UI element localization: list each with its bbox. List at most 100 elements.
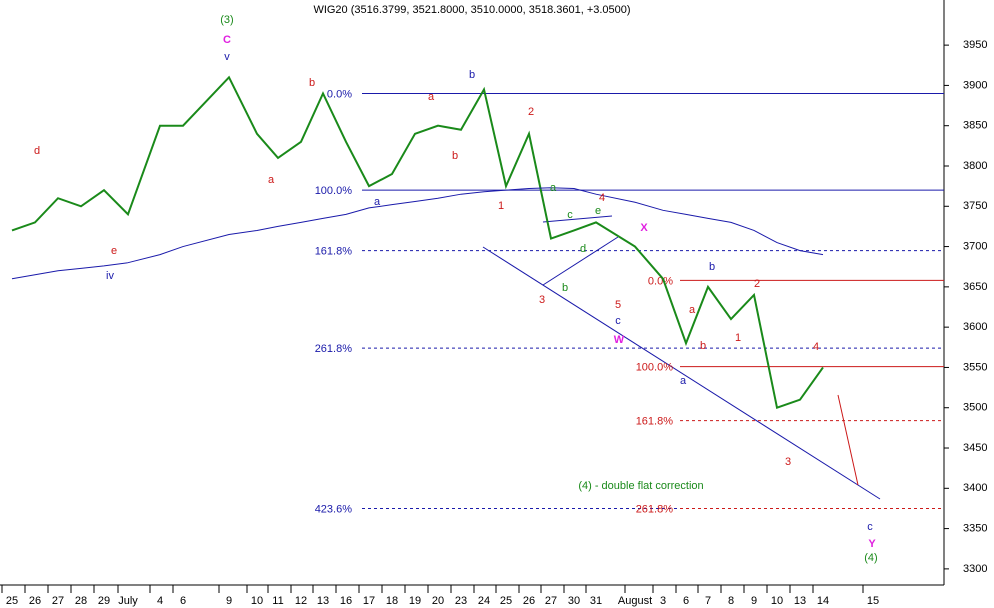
x-tick-label: 18 — [386, 595, 398, 607]
wave-label: a — [428, 91, 435, 103]
x-tick-label: 9 — [226, 595, 232, 607]
level-label: 423.6% — [315, 503, 353, 515]
y-tick-label: 3950 — [963, 39, 987, 51]
wave-label: 3 — [785, 456, 791, 468]
x-tick-label: 13 — [317, 595, 329, 607]
level-label: 261.8% — [315, 343, 353, 355]
chart-title: WIG20 (3516.3799, 3521.8000, 3510.0000, … — [313, 4, 630, 16]
x-tick-label: 9 — [751, 595, 757, 607]
x-tick-label: 19 — [409, 595, 421, 607]
wave-label: a — [689, 304, 696, 316]
y-tick-label: 3600 — [963, 321, 987, 333]
trend-line — [482, 246, 881, 500]
x-tick-label: 27 — [52, 595, 64, 607]
x-tick-label: 27 — [545, 595, 557, 607]
level-label: 100.0% — [636, 362, 674, 374]
x-tick-label: August — [618, 595, 652, 607]
wave-label: e — [111, 245, 117, 257]
wave-label: a — [268, 174, 275, 186]
x-tick-label: 10 — [251, 595, 263, 607]
x-tick-label: 25 — [500, 595, 512, 607]
y-tick-label: 3850 — [963, 120, 987, 132]
x-tick-label: 30 — [568, 595, 580, 607]
x-tick-label: 17 — [363, 595, 375, 607]
x-tick-label: 6 — [683, 595, 689, 607]
wave-label: a — [374, 196, 381, 208]
wave-label: (4) — [864, 552, 877, 564]
x-tick-label: 8 — [728, 595, 734, 607]
y-tick-label: 3700 — [963, 240, 987, 252]
x-tick-label: 20 — [432, 595, 444, 607]
wave-label: e — [595, 205, 601, 217]
wave-label: b — [562, 282, 568, 294]
wave-label: a — [550, 182, 557, 194]
wave-label: 2 — [528, 106, 534, 118]
level-label: 0.0% — [648, 275, 673, 287]
wave-label: 1 — [498, 200, 504, 212]
trend-line — [542, 215, 613, 223]
wave-label: (4) - double flat correction — [578, 480, 703, 492]
wave-label: 2 — [754, 278, 760, 290]
x-tick-label: 31 — [590, 595, 602, 607]
x-tick-label: 6 — [180, 595, 186, 607]
wave-label: C — [223, 34, 231, 46]
y-tick-label: 3650 — [963, 281, 987, 293]
x-tick-label: 7 — [705, 595, 711, 607]
x-tick-label: 11 — [272, 595, 283, 607]
wave-label: 4 — [599, 192, 605, 204]
x-tick-label: 3 — [660, 595, 666, 607]
wave-label: 3 — [539, 294, 545, 306]
wave-label: a — [680, 375, 687, 387]
projection-line — [837, 394, 859, 486]
x-tick-label: 10 — [771, 595, 783, 607]
wave-label: W — [614, 334, 625, 346]
level-label: 161.8% — [636, 416, 674, 428]
x-tick-label: July — [118, 595, 138, 607]
wave-label: b — [709, 261, 715, 273]
wave-label: 4 — [813, 341, 819, 353]
y-tick-label: 3300 — [963, 563, 987, 575]
y-tick-label: 3900 — [963, 79, 987, 91]
wave-label: X — [640, 222, 648, 234]
x-tick-label: 23 — [455, 595, 467, 607]
wave-label: c — [567, 209, 573, 221]
level-label: 100.0% — [315, 185, 353, 197]
wave-label: b — [700, 340, 706, 352]
x-tick-label: 14 — [817, 595, 829, 607]
y-tick-label: 3500 — [963, 402, 987, 414]
x-tick-label: 16 — [340, 595, 352, 607]
y-tick-label: 3750 — [963, 200, 987, 212]
wave-label: b — [469, 69, 475, 81]
level-label: 261.8% — [636, 503, 674, 515]
level-label: 161.8% — [315, 246, 353, 258]
x-tick-label: 29 — [98, 595, 110, 607]
moving-average — [11, 187, 824, 280]
x-tick-label: 25 — [6, 595, 18, 607]
wave-label: d — [34, 145, 40, 157]
y-tick-label: 3550 — [963, 361, 987, 373]
wave-label: d — [580, 243, 586, 255]
wave-label: c — [867, 521, 873, 533]
price-line — [11, 75, 824, 410]
wave-label: iv — [106, 270, 114, 282]
wave-label: c — [615, 315, 621, 327]
trend-line — [542, 236, 619, 286]
y-tick-label: 3450 — [963, 442, 987, 454]
wave-label: v — [224, 51, 230, 63]
wave-label: Y — [868, 538, 876, 550]
wave-label: b — [309, 77, 315, 89]
x-tick-label: 26 — [29, 595, 41, 607]
x-tick-label: 24 — [478, 595, 490, 607]
wave-label: (3) — [220, 14, 233, 26]
y-tick-label: 3350 — [963, 523, 987, 535]
wave-label: 5 — [615, 299, 621, 311]
wave-label: 1 — [735, 332, 741, 344]
x-tick-label: 26 — [523, 595, 535, 607]
level-label: 0.0% — [327, 88, 352, 100]
y-tick-label: 3400 — [963, 482, 987, 494]
x-tick-label: 4 — [157, 595, 163, 607]
x-tick-label: 12 — [295, 595, 307, 607]
x-tick-label: 28 — [75, 595, 87, 607]
